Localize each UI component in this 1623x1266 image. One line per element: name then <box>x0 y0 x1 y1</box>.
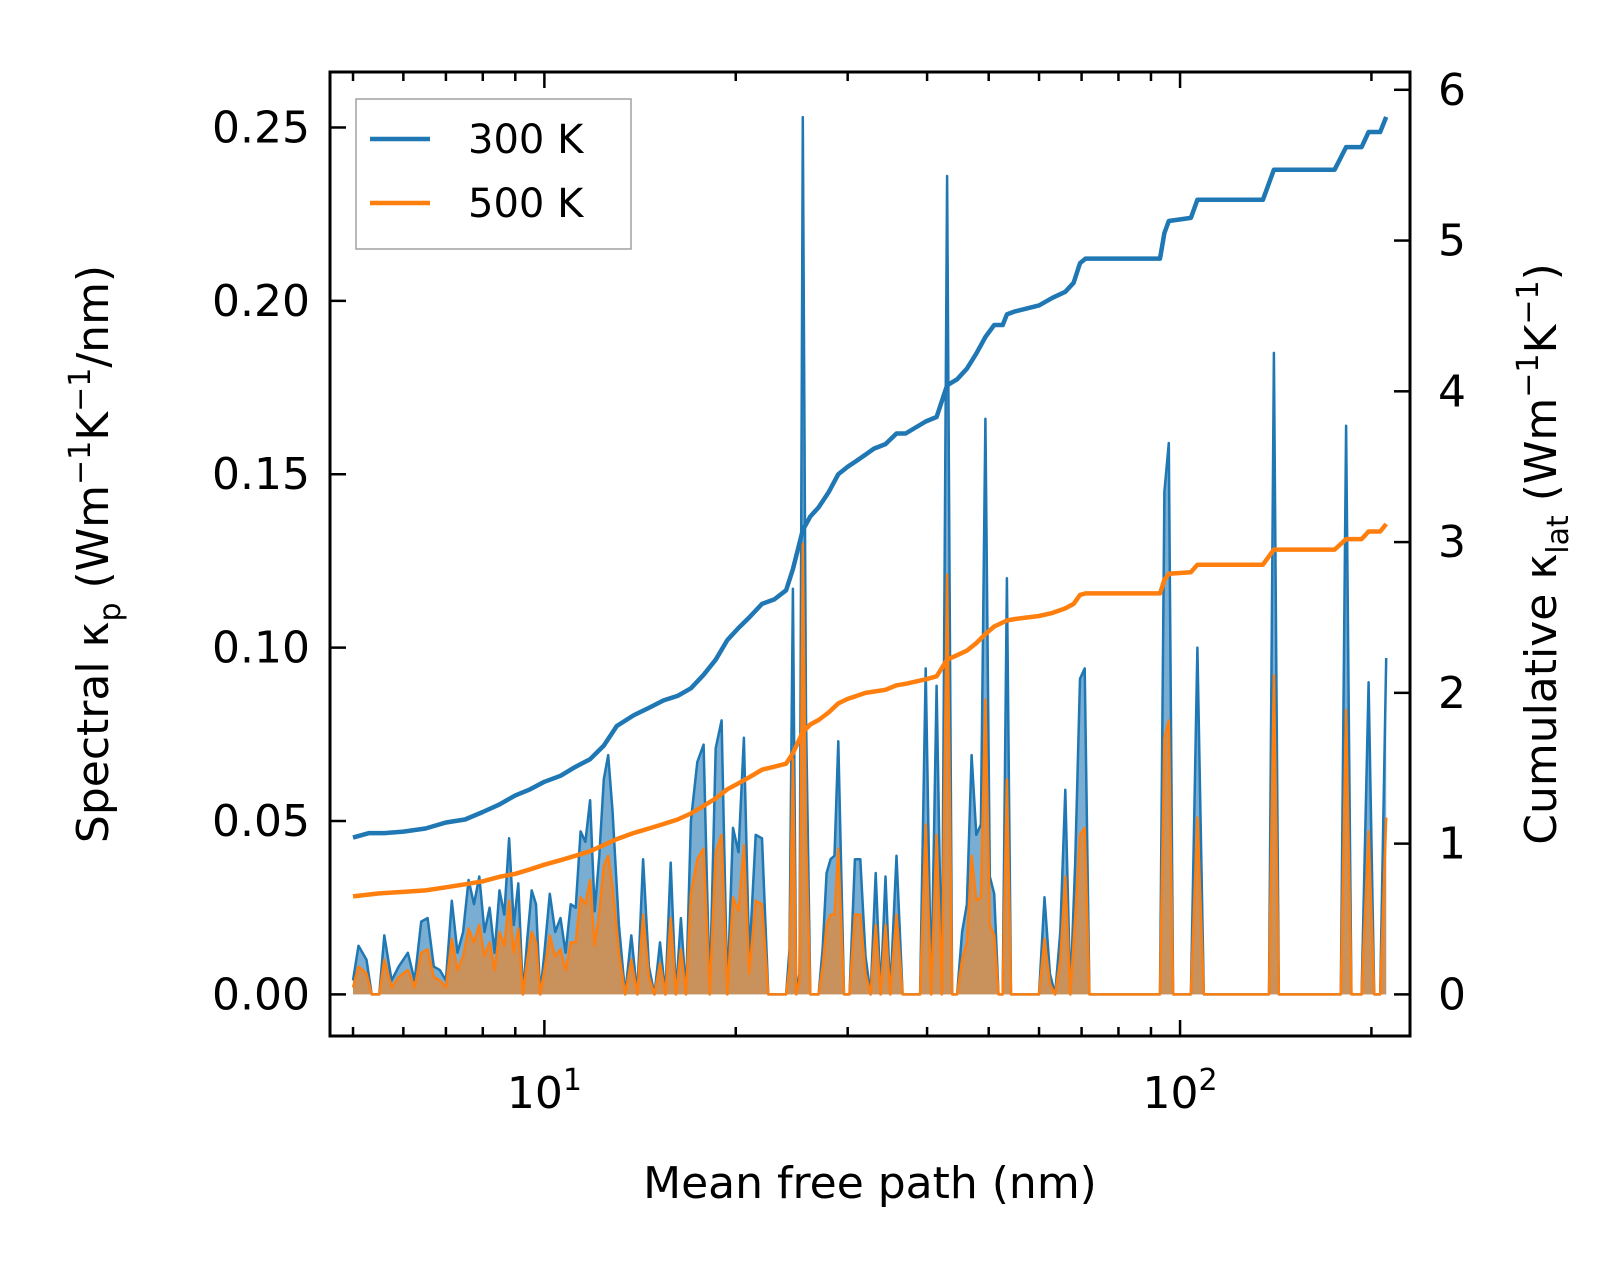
x-axis-label: Mean free path (nm) <box>643 1158 1097 1209</box>
y-left-tick-label: 0.25 <box>212 102 310 153</box>
legend: 300 K 500 K <box>355 98 632 250</box>
y-right-tick-label: 3 <box>1438 517 1466 568</box>
y-right-tick-label: 2 <box>1438 668 1466 719</box>
legend-box <box>355 98 632 250</box>
spectral-500k-line <box>351 542 1388 996</box>
cumulative-500k-line <box>352 522 1388 899</box>
y-right-tick-label: 1 <box>1438 819 1466 870</box>
y-left-tick-label: 0.20 <box>212 276 310 327</box>
cumulative-300k-line <box>352 116 1389 840</box>
y-right-tick-label: 5 <box>1438 216 1466 267</box>
y-left-tick-label: 0.10 <box>212 623 310 674</box>
legend-label-300k: 300 K <box>468 117 585 163</box>
y-left-tick-label: 0.15 <box>212 449 310 500</box>
plot-area <box>351 115 1389 996</box>
y-right-tick-label: 6 <box>1438 65 1466 116</box>
y-left-tick-label: 0.00 <box>212 969 310 1020</box>
right-y-axis-label: Cumulative κlat (Wm−1K−1) <box>1511 263 1576 845</box>
x-tick-label: 101 <box>507 1063 582 1119</box>
y-right-tick-label: 0 <box>1438 969 1466 1020</box>
x-tick-label: 102 <box>1143 1063 1218 1119</box>
legend-label-500k: 500 K <box>468 181 585 227</box>
axis-ticks: 0.00 0.05 0.10 0.15 0.20 0.25 0 1 2 3 4 5 6 <box>212 65 1466 1036</box>
y-left-tick-label: 0.05 <box>212 796 310 847</box>
left-y-axis-label: Spectral κp (Wm−1K−1/nm) <box>63 265 128 843</box>
y-right-tick-label: 4 <box>1438 366 1466 417</box>
axes-frame <box>328 70 1412 1038</box>
